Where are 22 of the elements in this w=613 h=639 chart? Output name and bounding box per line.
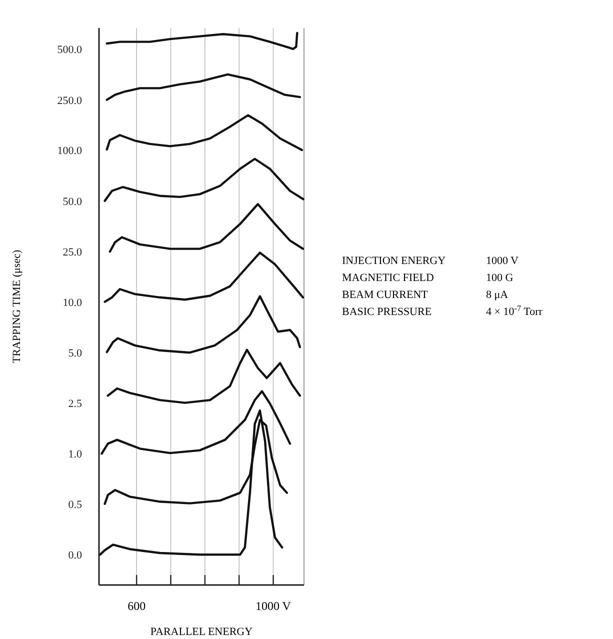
- text: 4 × 10$^{-7}$ Torr: [486, 304, 543, 318]
- text: INJECTION ENERGY: [342, 255, 446, 267]
- x-tick-label: 600: [128, 599, 146, 613]
- text: 500.0: [57, 44, 82, 56]
- series-label: 0.0: [68, 550, 82, 562]
- text: 10.0: [62, 296, 82, 309]
- text: 250.0: [57, 94, 82, 107]
- series-label: 1.0: [68, 448, 82, 461]
- text: 100.0: [57, 145, 82, 158]
- text: 50.0: [62, 196, 82, 208]
- y-axis-title: TRAPPING TIME (μsec): [11, 250, 23, 364]
- text: 5.0: [68, 348, 82, 360]
- text: BEAM CURRENT: [342, 289, 428, 301]
- text: 1000 V: [486, 255, 519, 267]
- text: 100 G: [486, 272, 514, 284]
- text: MAGNETIC FIELD: [342, 272, 434, 284]
- text: 0.5: [68, 498, 82, 511]
- text: 2.5: [68, 398, 82, 410]
- text: 25.0: [62, 246, 82, 259]
- text: 8 μA: [486, 289, 508, 301]
- x-axis-title: PARALLEL ENERGY: [150, 626, 253, 638]
- text: BASIC PRESSURE: [342, 306, 432, 318]
